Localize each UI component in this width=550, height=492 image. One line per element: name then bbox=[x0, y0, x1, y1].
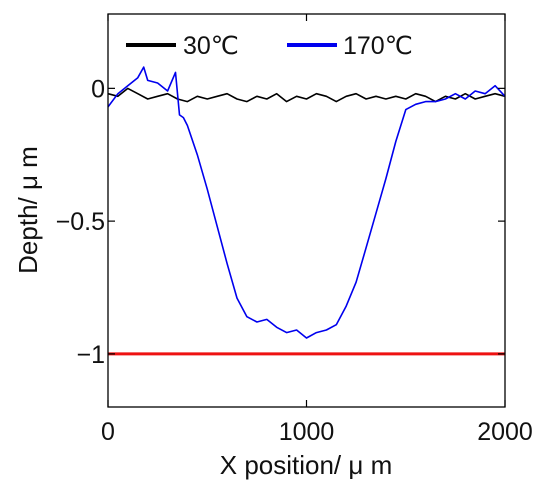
x-axis-title: X position/ μ m bbox=[220, 450, 393, 480]
plot-content bbox=[107, 66, 506, 356]
y-tick-label: −0.5 bbox=[56, 208, 105, 236]
y-tick-label: 0 bbox=[91, 75, 105, 103]
x-tick-label: 1000 bbox=[279, 418, 335, 446]
x-tick-label: 2000 bbox=[477, 418, 533, 446]
series-line-1 bbox=[107, 66, 506, 339]
series-line-0 bbox=[107, 87, 506, 103]
plot-frame bbox=[107, 13, 506, 408]
legend-label-170c: 170℃ bbox=[343, 32, 413, 60]
y-axis-title: Depth/ μ m bbox=[13, 146, 43, 274]
legend: 30℃ 170℃ bbox=[126, 32, 413, 60]
y-tick-label: −1 bbox=[76, 341, 105, 369]
axis-ticks: 0 1000 2000 0 −0.5 −1 bbox=[56, 14, 533, 446]
legend-label-30c: 30℃ bbox=[183, 32, 239, 60]
x-tick-label: 0 bbox=[101, 418, 115, 446]
